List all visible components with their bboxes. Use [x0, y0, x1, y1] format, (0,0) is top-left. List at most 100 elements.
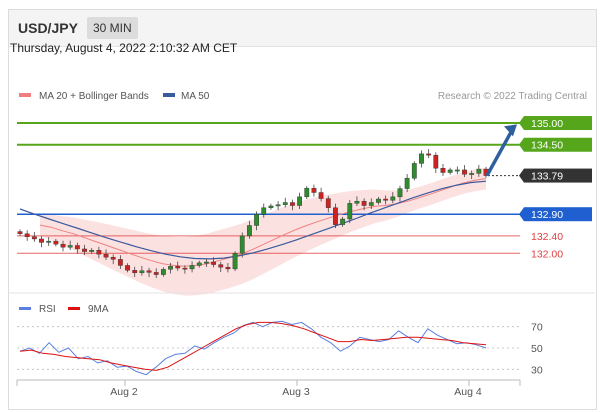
- ma50-line: [19, 180, 487, 260]
- forecast-arrow-shaft: [485, 129, 514, 177]
- rsi-legend-label: RSI: [39, 304, 56, 315]
- x-axis-ticks: Aug 2 Aug 3 Aug 4: [16, 380, 521, 398]
- rsi-tick-label: 70: [531, 322, 543, 334]
- ma9-legend-swatch: [68, 307, 80, 310]
- candle: [203, 261, 209, 264]
- candle: [390, 196, 396, 201]
- candle: [447, 169, 453, 173]
- level-tag-pointer: [519, 207, 524, 222]
- x-tick-label: Aug 2: [110, 386, 138, 398]
- ma20-legend-label: MA 20 + Bollinger Bands: [39, 91, 149, 102]
- level-label: 133.79: [531, 171, 563, 183]
- candle: [196, 262, 202, 266]
- x-tick-label: Aug 4: [454, 386, 482, 398]
- candle: [232, 253, 238, 270]
- chart-datetime: Thursday, August 4, 2022 2:10:32 AM CET: [10, 41, 238, 55]
- chart-header: USD/JPY 30 MIN: [9, 10, 596, 47]
- candle: [67, 245, 73, 248]
- candle: [39, 238, 44, 243]
- level-label: 134.50: [531, 140, 563, 152]
- candle: [476, 168, 482, 174]
- candle: [146, 270, 152, 273]
- candles: [17, 124, 517, 279]
- candle: [311, 187, 317, 193]
- candle: [247, 225, 252, 237]
- rsi-panel: 70 50 30: [17, 320, 543, 376]
- ma50-legend-label: MA 50: [181, 91, 210, 102]
- candle: [96, 250, 102, 255]
- level-tag-current: [524, 168, 592, 183]
- moving-averages: [19, 178, 487, 267]
- candle: [290, 202, 295, 206]
- candle: [189, 265, 195, 270]
- candle: [225, 266, 231, 270]
- candle: [182, 267, 188, 270]
- bollinger-band-area: [40, 167, 486, 296]
- candle: [368, 202, 374, 206]
- candle: [404, 177, 410, 189]
- candle: [433, 154, 439, 169]
- ma20-legend-swatch: [19, 93, 31, 97]
- level-label: 135.00: [531, 118, 563, 130]
- candle: [132, 270, 138, 274]
- candle: [454, 169, 460, 172]
- x-tick-label: Aug 3: [282, 386, 310, 398]
- level-label: 132.40: [531, 231, 563, 243]
- candle: [211, 261, 216, 265]
- candle: [82, 248, 87, 252]
- candle: [17, 231, 23, 234]
- candle: [117, 259, 123, 266]
- level-label: 132.00: [531, 248, 563, 260]
- chart-widget: USD/JPY 30 MIN: [8, 9, 597, 410]
- candle: [168, 266, 173, 270]
- candle: [318, 192, 324, 199]
- candle: [239, 235, 245, 254]
- candle: [31, 236, 37, 240]
- candle: [24, 233, 30, 237]
- ma20-line: [39, 178, 487, 267]
- rsi-tick-label: 30: [531, 364, 543, 376]
- candle: [254, 214, 259, 226]
- candle: [333, 207, 338, 225]
- timeframe-badge[interactable]: 30 MIN: [87, 17, 138, 39]
- candle: [462, 169, 467, 175]
- candle: [354, 200, 360, 204]
- rsi-tick-label: 50: [531, 343, 543, 355]
- rsi-legend-swatch: [19, 307, 31, 310]
- candle: [297, 196, 302, 206]
- candle: [268, 205, 274, 208]
- candle: [110, 256, 116, 260]
- candle: [340, 218, 346, 225]
- candle: [89, 250, 95, 252]
- candle: [60, 243, 66, 248]
- level-label: 132.90: [531, 209, 563, 221]
- ma9-legend-label: 9MA: [88, 304, 109, 315]
- candle: [325, 198, 331, 208]
- candle: [175, 266, 181, 269]
- forecast-arrow-head: [504, 124, 517, 137]
- symbol-title: USD/JPY: [18, 20, 78, 36]
- level-tag-resistance: [524, 116, 592, 131]
- candle: [347, 203, 353, 220]
- level-tag-resistance: [524, 137, 592, 152]
- candle: [160, 269, 166, 275]
- candle: [361, 200, 367, 206]
- bollinger-band: [40, 167, 486, 296]
- candle: [426, 153, 432, 156]
- price-levels: 135.00 134.50 133.79 132.90 132.40 132.00: [17, 116, 592, 260]
- candle: [46, 240, 52, 243]
- candle: [304, 187, 310, 198]
- candle: [261, 207, 267, 215]
- level-tag-pointer: [519, 168, 524, 183]
- candle: [275, 204, 281, 207]
- candle: [376, 198, 381, 203]
- level-tag-pointer: [519, 116, 524, 131]
- candle: [218, 264, 224, 268]
- candle: [103, 253, 109, 258]
- candle: [282, 202, 288, 205]
- candle: [397, 188, 403, 198]
- level-tag-pointer: [519, 137, 524, 152]
- ma50-legend-swatch: [163, 93, 175, 97]
- candle: [139, 270, 145, 274]
- candle: [125, 265, 130, 271]
